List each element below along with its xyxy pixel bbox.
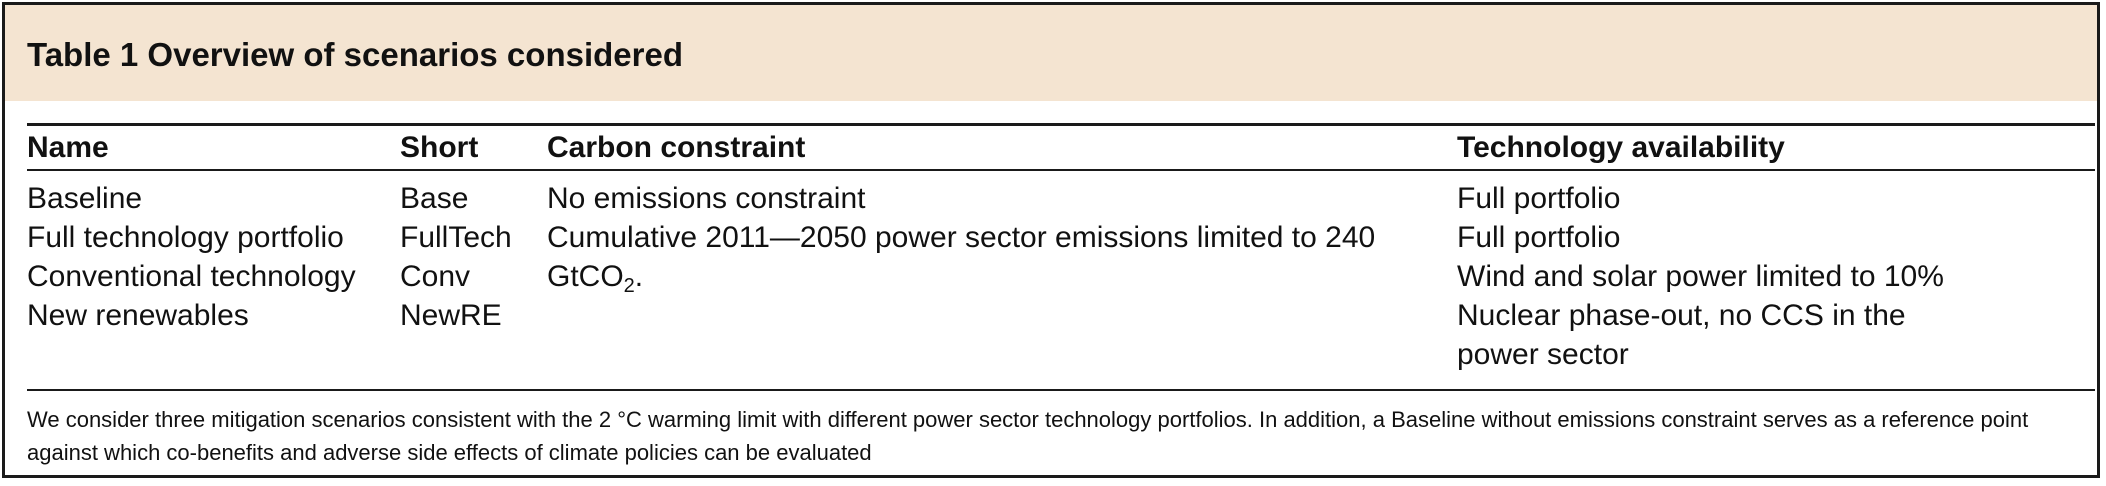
table-title-bar: Table 1 Overview of scenarios considered: [5, 5, 2097, 101]
row-conv-name: Conventional technology: [27, 260, 356, 293]
row-conv-short: Conv: [400, 260, 471, 293]
gtco2-suffix: .: [634, 260, 644, 293]
row-baseline-carbon: No emissions constraint: [547, 182, 866, 215]
gtco2-subscript: 2: [623, 275, 635, 297]
gtco2-prefix: GtCO: [547, 260, 624, 293]
mitigation-carbon-line-1: Cumulative 2011—2050 power sector emissi…: [547, 221, 1376, 254]
row-newre-technology: Nuclear phase-out, no CCS in the: [1457, 299, 1906, 332]
row-fulltech-technology: Full portfolio: [1457, 221, 1621, 254]
row-conv-technology: Wind and solar power limited to 10%: [1457, 260, 1944, 293]
table-footnote: We consider three mitigation scenarios c…: [27, 407, 2029, 465]
table-bottom-rule: [27, 389, 2095, 391]
header-name: Name: [27, 131, 109, 164]
row-baseline-short: Base: [400, 182, 469, 215]
header-bottom-rule: [27, 169, 2095, 171]
mitigation-carbon-line-2: GtCO2.: [547, 257, 643, 306]
header-top-rule: [27, 123, 2095, 126]
row-baseline-technology: Full portfolio: [1457, 182, 1621, 215]
row-newre-technology-continued: power sector: [1457, 338, 1629, 371]
scenario-table: Table 1 Overview of scenarios considered…: [2, 2, 2100, 478]
row-fulltech-short: FullTech: [400, 221, 512, 254]
row-baseline-name: Baseline: [27, 182, 143, 215]
header-short: Short: [400, 131, 479, 164]
row-fulltech-name: Full technology portfolio: [27, 221, 344, 254]
row-newre-name: New renewables: [27, 299, 249, 332]
header-carbon-constraint: Carbon constraint: [547, 131, 806, 164]
row-newre-short: NewRE: [400, 299, 502, 332]
table-title: Table 1 Overview of scenarios considered: [27, 36, 683, 73]
header-technology-availability: Technology availability: [1457, 131, 1785, 164]
